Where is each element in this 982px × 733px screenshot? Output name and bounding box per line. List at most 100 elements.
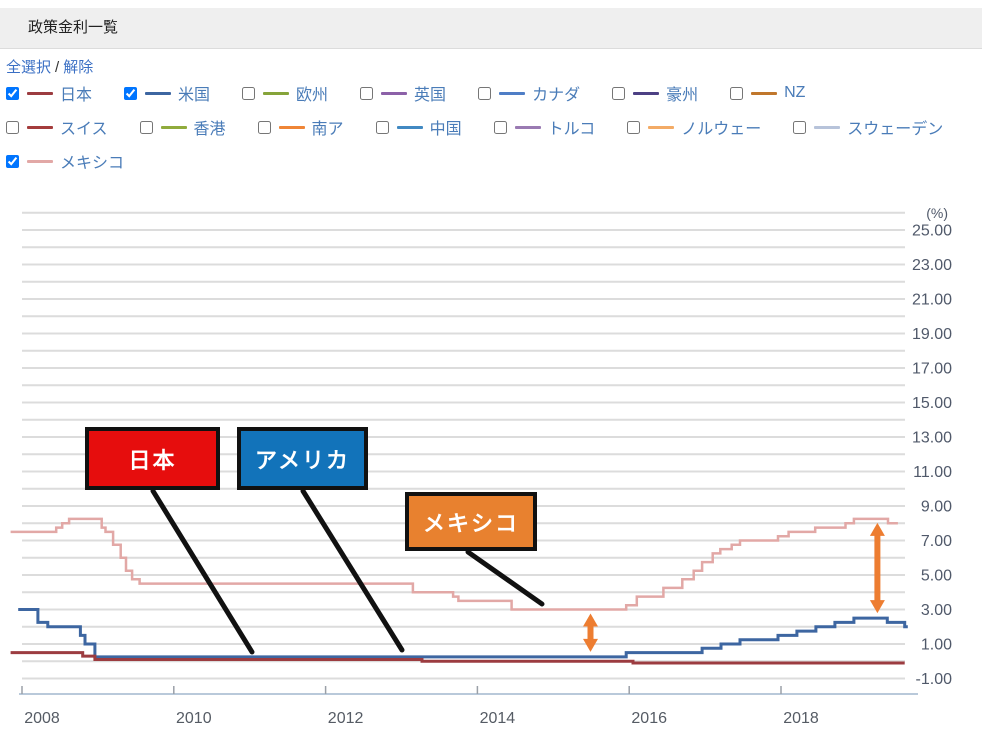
series-line-mexico xyxy=(10,517,898,611)
y-axis-label: 5.00 xyxy=(921,568,952,585)
legend-label-southafrica: 南ア xyxy=(311,121,344,138)
legend-item-us[interactable]: 米国 xyxy=(124,80,210,106)
leader-line-us xyxy=(300,488,405,653)
line-swatch-hongkong xyxy=(160,125,187,129)
leader-line-mexico xyxy=(465,549,545,607)
legend-label-norway: ノルウェー xyxy=(681,121,762,138)
legend-item-canada[interactable]: カナダ xyxy=(478,80,580,106)
legend-item-norway[interactable]: ノルウェー xyxy=(627,114,761,140)
checkbox-uk[interactable] xyxy=(360,86,374,100)
legend-item-europe[interactable]: 欧州 xyxy=(242,80,328,106)
checkbox-hongkong[interactable] xyxy=(139,120,153,134)
legend-row-2: スイス 香港 南ア 中国 トルコ ノルウェー スウェーデン xyxy=(6,114,982,140)
y-axis-label: 19.00 xyxy=(912,326,952,343)
legend-label-europe: 欧州 xyxy=(296,87,329,104)
checkbox-turkey[interactable] xyxy=(493,120,507,134)
legend-label-swiss: スイス xyxy=(60,121,108,138)
legend-label-us: 米国 xyxy=(178,87,211,104)
x-axis-label: 2010 xyxy=(176,710,212,727)
line-swatch-us xyxy=(145,91,172,95)
legend-item-australia[interactable]: 豪州 xyxy=(612,80,698,106)
checkbox-china[interactable] xyxy=(375,120,389,134)
series-legend: 日本 米国 欧州 英国 カナダ 豪州 NZ スイス 香港 南ア 中国 トルコ ノルウェー スウェーデンメキ… xyxy=(0,80,982,174)
checkbox-europe[interactable] xyxy=(242,86,256,100)
checkbox-southafrica[interactable] xyxy=(257,120,271,134)
legend-item-mexico[interactable]: メキシコ xyxy=(6,148,124,174)
line-swatch-canada xyxy=(499,91,526,95)
line-swatch-mexico xyxy=(27,159,53,163)
checkbox-us[interactable] xyxy=(124,86,138,100)
checkbox-nz[interactable] xyxy=(730,86,744,100)
checkbox-japan[interactable] xyxy=(6,86,19,100)
checkbox-australia[interactable] xyxy=(612,86,626,100)
legend-item-southafrica[interactable]: 南ア xyxy=(257,114,344,140)
checkbox-mexico[interactable] xyxy=(6,154,19,168)
y-axis-label: 9.00 xyxy=(921,499,952,516)
selection-links: 全選択 / 解除 xyxy=(0,49,982,80)
arrow-head-down-icon xyxy=(583,638,598,652)
legend-item-japan[interactable]: 日本 xyxy=(6,80,92,106)
x-axis-label: 2018 xyxy=(783,710,819,727)
arrow-head-down-icon xyxy=(869,600,885,614)
legend-item-china[interactable]: 中国 xyxy=(375,114,462,140)
annotation-japan-label: 日本 xyxy=(85,427,220,490)
line-swatch-nz xyxy=(751,91,778,95)
legend-item-swiss[interactable]: スイス xyxy=(6,114,108,140)
y-axis-label: 3.00 xyxy=(921,602,952,619)
checkbox-norway[interactable] xyxy=(627,120,641,134)
legend-label-uk: 英国 xyxy=(414,87,447,104)
line-swatch-uk xyxy=(381,91,408,95)
annotation-mexico-text: メキシコ xyxy=(422,510,519,536)
legend-label-china: 中国 xyxy=(429,121,462,138)
select-all-link[interactable]: 全選択 xyxy=(6,59,52,76)
y-axis-label: 1.00 xyxy=(921,637,952,654)
legend-label-hongkong: 香港 xyxy=(193,121,226,138)
y-axis-label: 7.00 xyxy=(921,533,952,550)
x-axis-label: 2008 xyxy=(24,710,60,727)
legend-item-hongkong[interactable]: 香港 xyxy=(139,114,226,140)
annotation-mexico-label: メキシコ xyxy=(405,492,537,551)
annotation-us-text: アメリカ xyxy=(255,447,350,473)
y-axis-label: 13.00 xyxy=(912,430,952,447)
line-swatch-sweden xyxy=(814,125,841,129)
line-swatch-japan xyxy=(27,91,53,95)
line-swatch-norway xyxy=(648,125,675,129)
legend-item-turkey[interactable]: トルコ xyxy=(493,114,596,140)
line-swatch-australia xyxy=(633,91,660,95)
x-axis-ticks xyxy=(21,686,782,694)
page-title-bar: 政策金利一覧 xyxy=(0,8,982,49)
line-swatch-swiss xyxy=(27,125,53,129)
deselect-link[interactable]: 解除 xyxy=(63,59,94,76)
links-separator: / xyxy=(55,59,60,76)
line-swatch-europe xyxy=(263,91,290,95)
arrow-head-up-icon xyxy=(869,522,885,536)
checkbox-swiss[interactable] xyxy=(6,120,19,134)
annotation-japan-text: 日本 xyxy=(128,447,177,473)
y-axis-label: 23.00 xyxy=(912,257,952,274)
line-swatch-turkey xyxy=(514,125,541,129)
legend-label-turkey: トルコ xyxy=(547,121,596,138)
x-axis-label: 2012 xyxy=(328,710,364,727)
legend-item-uk[interactable]: 英国 xyxy=(360,80,446,106)
legend-label-canada: カナダ xyxy=(532,87,581,104)
series-line-us xyxy=(18,608,908,659)
x-axis-label: 2016 xyxy=(631,710,667,727)
checkbox-sweden[interactable] xyxy=(793,120,807,134)
line-swatch-southafrica xyxy=(278,125,305,129)
x-axis-label: 2014 xyxy=(480,710,516,727)
legend-item-nz[interactable]: NZ xyxy=(730,80,805,106)
y-axis-label: 25.00 xyxy=(912,223,952,240)
page-title: 政策金利一覧 xyxy=(28,19,119,36)
y-axis-label: -1.00 xyxy=(916,671,953,688)
legend-label-australia: 豪州 xyxy=(666,87,699,104)
legend-item-sweden[interactable]: スウェーデン xyxy=(793,114,943,140)
y-axis-unit: (%) xyxy=(926,205,948,221)
y-axis-labels: (%) 25.00 23.00 21.00 19.00 17.00 15.00 13.00 11… xyxy=(912,205,952,688)
y-axis-label: 17.00 xyxy=(912,361,952,378)
series-line-japan xyxy=(10,651,905,665)
y-axis-label: 15.00 xyxy=(912,395,952,412)
legend-label-mexico: メキシコ xyxy=(60,155,125,172)
y-axis-label: 11.00 xyxy=(913,464,952,481)
checkbox-canada[interactable] xyxy=(478,86,492,100)
line-swatch-china xyxy=(396,125,423,129)
